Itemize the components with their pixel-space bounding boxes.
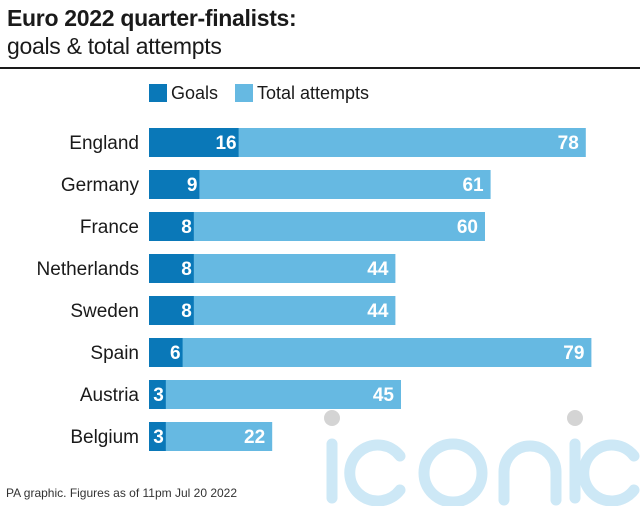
category-label-england: England xyxy=(69,133,139,154)
goals-bar-germany xyxy=(149,170,200,199)
goals-bar-belgium xyxy=(149,422,166,451)
title-divider xyxy=(0,67,640,69)
goals-bar-england xyxy=(149,128,239,157)
goals-value-sweden: 8 xyxy=(181,301,192,322)
attempts-value-sweden: 44 xyxy=(367,301,389,322)
legend-label-attempts: Total attempts xyxy=(257,82,370,103)
attempts-bar-france xyxy=(149,212,485,241)
attempts-value-germany: 61 xyxy=(462,175,484,196)
goals-value-france: 8 xyxy=(181,217,192,238)
category-label-france: France xyxy=(80,217,139,238)
goals-value-austria: 3 xyxy=(153,385,164,406)
goals-value-germany: 9 xyxy=(187,175,198,196)
legend-item-goals: Goals xyxy=(149,82,218,104)
goals-bar-spain xyxy=(149,338,183,367)
attempts-value-netherlands: 44 xyxy=(367,259,389,280)
goals-bar-france xyxy=(149,212,194,241)
category-label-netherlands: Netherlands xyxy=(37,259,139,280)
attempts-bar-germany xyxy=(149,170,491,199)
goals-value-spain: 6 xyxy=(170,343,181,364)
goals-bar-sweden xyxy=(149,296,194,325)
legend-swatch-attempts xyxy=(235,84,253,102)
attempts-bar-spain xyxy=(149,338,592,367)
legend-label-goals: Goals xyxy=(171,82,219,103)
goals-bar-austria xyxy=(149,380,166,409)
category-label-austria: Austria xyxy=(80,385,140,406)
legend-swatch-goals xyxy=(149,84,167,102)
attempts-bar-belgium xyxy=(149,422,273,451)
attempts-bar-austria xyxy=(149,380,401,409)
attempts-value-austria: 45 xyxy=(373,385,395,406)
goals-value-netherlands: 8 xyxy=(181,259,192,280)
category-label-germany: Germany xyxy=(61,175,140,196)
attempts-value-france: 60 xyxy=(457,217,478,238)
source-footnote: PA graphic. Figures as of 11pm Jul 20 20… xyxy=(6,486,238,500)
legend-item-attempts: Total attempts xyxy=(235,82,369,104)
attempts-value-belgium: 22 xyxy=(244,427,265,448)
goals-bar-netherlands xyxy=(149,254,194,283)
attempts-value-spain: 79 xyxy=(563,343,584,364)
chart-title: Euro 2022 quarter-finalists: xyxy=(7,5,297,31)
goals-value-england: 16 xyxy=(215,133,236,154)
goals-value-belgium: 3 xyxy=(153,427,164,448)
iconic-watermark-logo xyxy=(324,410,640,506)
category-label-sweden: Sweden xyxy=(70,301,139,322)
category-label-belgium: Belgium xyxy=(70,427,139,448)
attempts-value-england: 78 xyxy=(558,133,579,154)
category-label-spain: Spain xyxy=(90,343,139,364)
chart-subtitle: goals & total attempts xyxy=(7,33,222,59)
